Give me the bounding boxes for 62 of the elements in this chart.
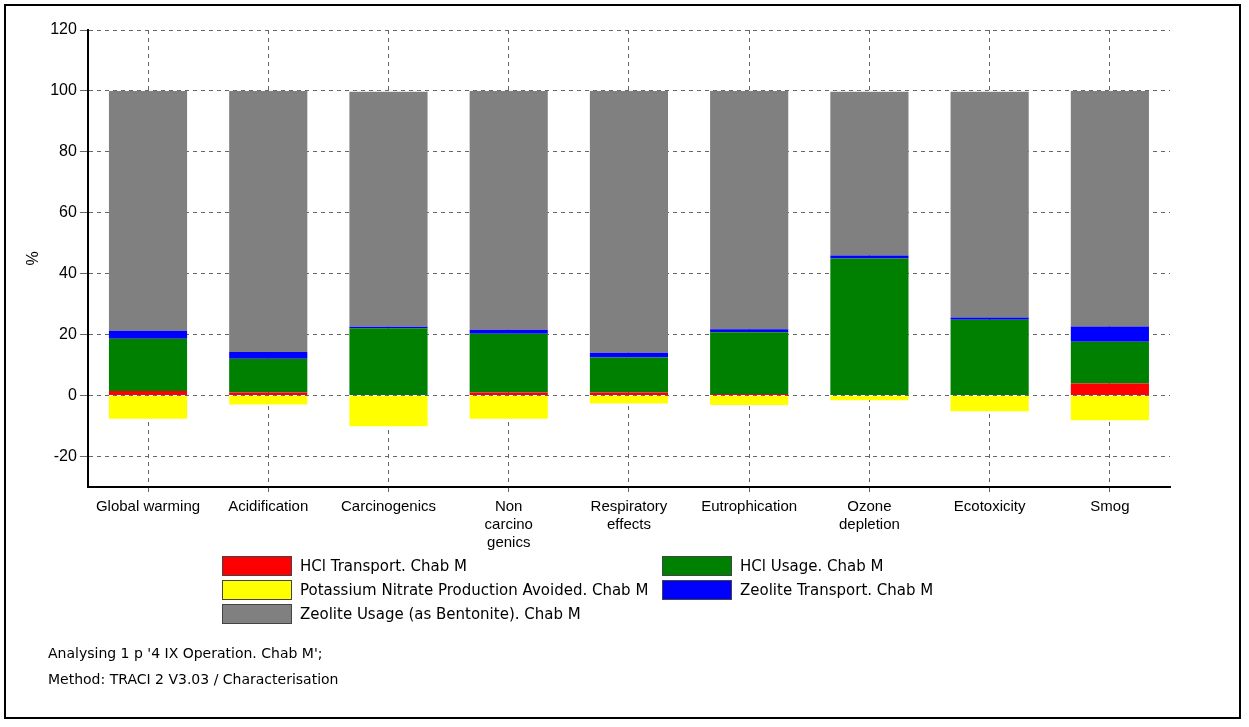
bar bbox=[349, 328, 428, 396]
bar bbox=[589, 357, 669, 393]
bar bbox=[950, 91, 1029, 318]
bar bbox=[830, 255, 909, 259]
text: Analysing 1 p '4 IX Operation. Chab M'; bbox=[48, 644, 324, 663]
y-tick-label: 80 bbox=[59, 142, 77, 160]
bar bbox=[950, 319, 1029, 396]
x-tick-label: Eutrophication bbox=[701, 497, 798, 515]
bar bbox=[229, 358, 308, 393]
bar bbox=[229, 396, 308, 405]
bar bbox=[108, 90, 188, 331]
bar bbox=[349, 91, 428, 327]
legend-label: HCl Usage. Chab M bbox=[740, 557, 884, 575]
legend-label: Zeolite Usage (as Bentonite). Chab M bbox=[300, 605, 581, 623]
bar bbox=[108, 338, 188, 392]
bar bbox=[710, 329, 789, 333]
bar bbox=[229, 90, 308, 353]
bar bbox=[950, 317, 1029, 320]
bar bbox=[830, 258, 909, 396]
bar bbox=[710, 332, 789, 395]
x-tick-label: Ecotoxicity bbox=[953, 497, 1026, 515]
text: Method: TRACI 2 V3.03 / Characterisation bbox=[48, 670, 339, 689]
x-tick-label: Acidification bbox=[228, 497, 309, 515]
bar bbox=[108, 391, 188, 396]
bar bbox=[1070, 383, 1149, 396]
x-tick-label: Smog bbox=[1090, 497, 1130, 515]
y-tick-label: 40 bbox=[59, 264, 77, 282]
bar bbox=[1070, 326, 1149, 342]
bar bbox=[589, 352, 669, 358]
bar bbox=[469, 90, 548, 330]
bar bbox=[469, 396, 548, 419]
x-tick-label: Non carcino genics bbox=[484, 497, 533, 551]
bar bbox=[589, 396, 669, 404]
legend-label: HCl Transport. Chab M bbox=[300, 557, 468, 575]
x-tick-label: Carcinogenics bbox=[340, 497, 436, 515]
bar bbox=[108, 396, 188, 419]
y-tick-label: 120 bbox=[50, 20, 77, 38]
x-tick-label: Respiratory effects bbox=[590, 497, 668, 533]
bar bbox=[349, 396, 428, 427]
x-tick-label: Global warming bbox=[95, 497, 201, 515]
y-tick-label: 100 bbox=[50, 81, 77, 99]
bar bbox=[108, 330, 188, 339]
y-tick-label: -20 bbox=[53, 446, 77, 464]
bar bbox=[1070, 396, 1149, 421]
bar bbox=[469, 333, 548, 393]
bar bbox=[710, 90, 789, 330]
bar bbox=[830, 396, 909, 401]
bar bbox=[229, 352, 308, 359]
bar bbox=[469, 329, 548, 334]
y-tick-label: 0 bbox=[67, 386, 77, 404]
legend-label: Potassium Nitrate Production Avoided. Chab M bbox=[300, 581, 649, 599]
bar bbox=[710, 396, 789, 406]
bar bbox=[950, 396, 1029, 412]
y-tick-label: 20 bbox=[59, 325, 77, 343]
bar bbox=[830, 91, 909, 256]
y-axis-title: % bbox=[24, 251, 42, 266]
bar bbox=[1070, 341, 1149, 384]
x-tick-label: Ozone depletion bbox=[838, 497, 900, 533]
legend-label: Zeolite Transport. Chab M bbox=[740, 581, 934, 599]
y-tick-label: 60 bbox=[59, 203, 77, 221]
bar bbox=[1070, 90, 1149, 327]
bar bbox=[589, 90, 669, 353]
